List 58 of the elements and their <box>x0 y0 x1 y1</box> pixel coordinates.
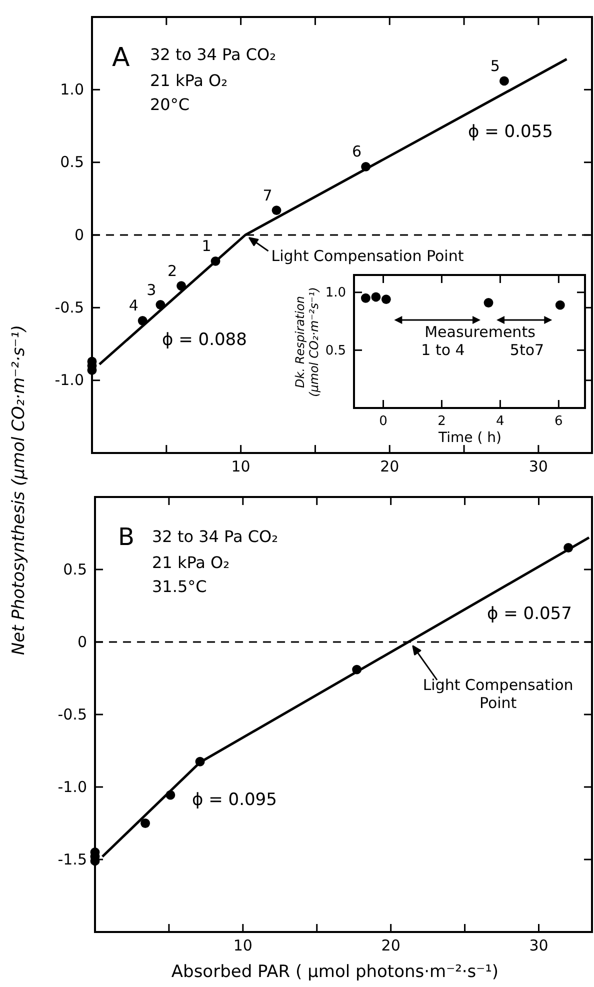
point <box>371 292 381 302</box>
annotation: ϕ = 0.057 <box>487 604 572 624</box>
annotation: 3 <box>146 280 156 299</box>
annotation: B <box>118 523 134 551</box>
annotation: 4 <box>128 296 138 315</box>
y-tick-label: 1.0 <box>60 80 84 98</box>
x-tick-label: 0 <box>379 414 388 430</box>
point <box>381 294 391 304</box>
point <box>484 298 494 308</box>
annotation: 5 <box>490 56 500 75</box>
x-tick-label: 10 <box>233 936 252 955</box>
annotation: 7 <box>262 186 272 204</box>
y-axis-title: Net Photosynthesis (μmol CO₂·m⁻²·s⁻¹) <box>9 324 29 656</box>
annotation: ϕ = 0.088 <box>162 330 247 350</box>
annotation: 31.5°C <box>152 577 207 596</box>
point <box>555 300 565 310</box>
y-tick-label: -0.5 <box>54 298 84 316</box>
y-tick-label: -0.5 <box>58 705 87 724</box>
annotation: A <box>112 43 130 73</box>
annotation: ϕ = 0.055 <box>468 122 553 142</box>
annotation: 1 <box>202 237 212 256</box>
annotation: 32 to 34 Pa CO₂ <box>150 45 276 64</box>
point <box>272 206 282 216</box>
y-tick-label: -1.5 <box>58 850 87 868</box>
y-tick-label: 0.5 <box>63 560 87 578</box>
annotation: Measurements <box>424 323 536 341</box>
y-tick-label: 0.5 <box>60 153 84 172</box>
x-tick-label: 20 <box>380 458 400 476</box>
point <box>499 76 509 86</box>
annotation: 2 <box>168 262 178 280</box>
y-tick-label: 0 <box>74 226 84 244</box>
point <box>360 293 370 303</box>
annotation: 5to7 <box>510 341 544 359</box>
x-tick-label: 30 <box>528 458 548 476</box>
point <box>140 818 150 828</box>
annotation: ϕ = 0.095 <box>192 790 277 810</box>
annotation: 1 to 4 <box>421 341 465 359</box>
x-tick-label: 4 <box>496 414 504 430</box>
annotation: 20°C <box>150 95 190 114</box>
x-axis-title: Time ( h) <box>438 430 502 446</box>
x-tick-label: 6 <box>554 414 563 430</box>
annotation: 6 <box>352 142 362 161</box>
annotation: Light Compensation Point <box>422 676 574 712</box>
y-tick-label: 0.5 <box>325 343 346 358</box>
annotation: Light Compensation Point <box>271 247 464 265</box>
y-tick-label: -1.0 <box>58 778 87 796</box>
x-tick-label: 30 <box>529 936 548 955</box>
x-tick-label: 2 <box>438 414 446 430</box>
y-tick-label: 0 <box>77 632 87 651</box>
y-tick-label: -1.0 <box>54 371 84 390</box>
y-axis-title: Dk. Respiration (μmol CO₂·m⁻²s⁻¹) <box>293 287 321 397</box>
annotation: 21 kPa O₂ <box>152 553 230 572</box>
x-axis-title: Absorbed PAR ( μmol photons·m⁻²·s⁻¹) <box>171 962 499 982</box>
annotation: 32 to 34 Pa CO₂ <box>152 527 278 546</box>
y-tick-label: 1.0 <box>325 286 346 301</box>
x-tick-label: 10 <box>231 458 250 476</box>
x-tick-label: 20 <box>381 936 400 955</box>
annotation: 21 kPa O₂ <box>150 71 228 90</box>
